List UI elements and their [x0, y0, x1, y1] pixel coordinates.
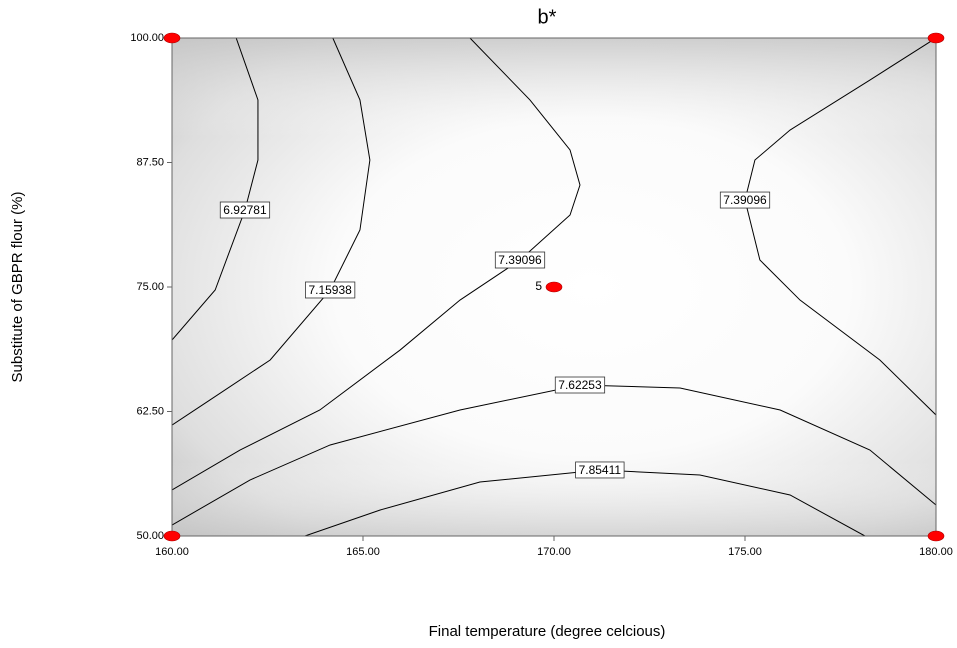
- contour-label-group: 7.39096: [719, 191, 771, 209]
- design-point: [927, 32, 945, 44]
- x-axis-label: Final temperature (degree celcious): [429, 623, 666, 640]
- contour-label-box: [575, 461, 625, 479]
- y-tick-label: 62.50: [136, 405, 164, 417]
- contour-label-group: 6.92781: [219, 201, 271, 219]
- contour-level-label: 7.39096: [723, 193, 767, 207]
- design-point: [545, 281, 563, 293]
- contour-label-box: [719, 191, 771, 209]
- contour-level-label: 7.15938: [308, 283, 352, 297]
- contour-label-box: [554, 376, 606, 394]
- y-tick-label: 100.00: [130, 32, 164, 44]
- contour-level-label: 7.62253: [558, 378, 602, 392]
- contour-label-box: [494, 251, 546, 269]
- x-tick-label: 180.00: [919, 546, 953, 558]
- contour-line: [172, 38, 371, 426]
- x-tick-label: 170.00: [537, 546, 571, 558]
- y-axis-label: Substitute of GBPR flour (%): [9, 192, 26, 383]
- x-tick-label: 175.00: [728, 546, 762, 558]
- y-tick-label: 50.00: [136, 530, 164, 542]
- contour-level-label: 6.92781: [223, 203, 267, 217]
- contour-label-group: 7.15938: [305, 281, 356, 299]
- contour-label-group: 7.39096: [494, 251, 546, 269]
- y-tick-label: 75.00: [136, 281, 164, 293]
- contour-label-group: 7.85411: [575, 461, 625, 479]
- center-replicates-label: 5: [535, 279, 542, 293]
- y-tick-label: 87.50: [136, 156, 164, 168]
- contour-label-box: [219, 201, 271, 219]
- chart-title: b*: [538, 6, 557, 28]
- contour-level-label: 7.39096: [498, 253, 542, 267]
- contour-label-group: 7.62253: [554, 376, 606, 394]
- contour-label-box: [305, 281, 356, 299]
- design-point: [927, 530, 945, 542]
- x-tick-label: 160.00: [155, 546, 189, 558]
- contour-line: [172, 38, 259, 341]
- design-point: [163, 32, 181, 44]
- design-point: [163, 530, 181, 542]
- contour-level-label: 7.85411: [579, 463, 622, 477]
- x-tick-label: 165.00: [346, 546, 380, 558]
